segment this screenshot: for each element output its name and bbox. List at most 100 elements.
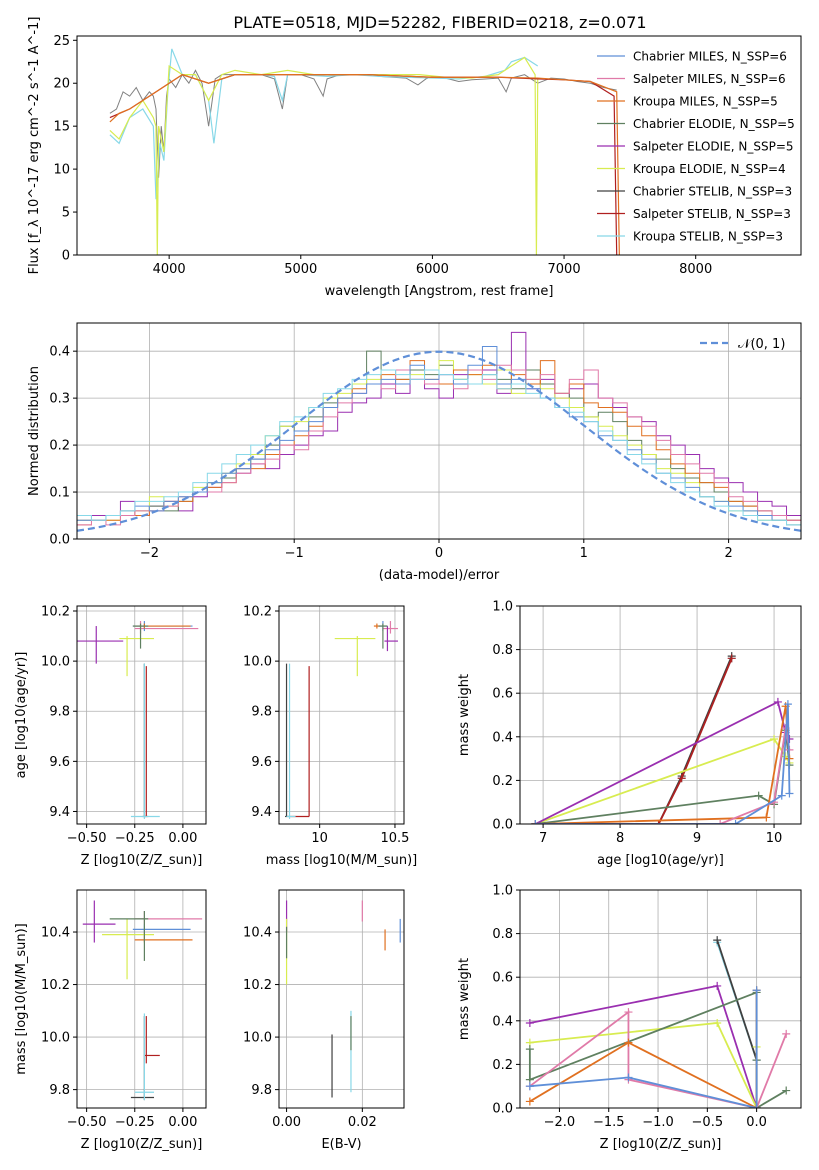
y-tick-label: 20 [53,77,70,92]
y-axis-label: mass weight [457,674,472,756]
axes-frame [76,605,207,825]
x-tick-label: −0.25 [115,831,155,846]
y-tick-label: 0.0 [49,533,70,548]
weight-line [529,990,758,1108]
y-tick-label: 0.8 [492,643,513,658]
x-tick-label: 0.00 [168,831,197,846]
point-marker [727,654,736,663]
y-tick-label: 9.4 [251,805,272,820]
legend: Chabrier MILES, N_SSP=6 Salpeter MILES, N… [597,50,795,244]
point-marker [773,697,782,706]
gaussian-curve [77,350,801,532]
figure-title: PLATE=0518, MJD=52282, FIBERID=0218, z=0… [233,13,646,32]
spectrum-line [109,73,618,255]
histogram-step [77,331,801,521]
y-tick-label: 9.4 [49,805,70,820]
x-tick-label: 0 [435,546,443,561]
point-marker [782,1029,791,1038]
point-marker [525,1045,534,1054]
y-tick-label: 0.0 [492,818,513,833]
panel-mass_vs_z: −0.50 −0.25 0.00 9.8 10.0 10.2 10.4 Z [log10(Z/… [14,889,207,1152]
y-axis-label: mass [log10(M/M_sun)] [14,923,29,1075]
point-marker [770,734,779,743]
legend-entry: Kroupa ELODIE, N_SSP=4 [633,162,786,176]
x-tick-label: 7 [539,831,547,846]
point-marker [624,1073,633,1082]
point-marker [713,936,722,945]
legend-entry: Kroupa STELIB, N_SSP=3 [633,230,783,244]
x-axis-label: wavelength [Angstrom, rest frame] [325,284,554,299]
panel-age_vs_z: −0.50 −0.25 0.00 9.4 9.6 9.8 10.0 10.2 Z [log10(… [14,605,207,868]
x-tick-label: −0.25 [115,1115,155,1130]
weight-line [535,657,733,824]
y-axis-label: Normed distribution [27,366,42,496]
point-marker [785,789,794,798]
legend-entry: Chabrier MILES, N_SSP=6 [633,50,787,64]
y-tick-label: 0 [62,249,70,264]
point-marker [783,700,792,709]
x-tick-label: 8000 [679,262,712,277]
y-tick-label: 9.8 [49,705,70,720]
legend-entry: Salpeter MILES, N_SSP=6 [633,72,786,86]
x-tick-label: −2.0 [544,1115,576,1130]
y-tick-label: 0.4 [492,1014,513,1029]
x-tick-label: 9 [693,831,701,846]
y-tick-label: 10.0 [41,1031,70,1046]
axes-frame [76,889,207,1109]
plot-area-age_vs_mass [285,621,398,819]
y-tick-label: 0.2 [49,439,70,454]
x-tick-label: −0.50 [67,831,107,846]
histogram-step [77,369,801,526]
x-tick-label: 10 [766,831,783,846]
y-tick-label: 10.2 [41,978,70,993]
x-tick-label: −2 [140,546,159,561]
legend-entry: 𝒩(0, 1) [738,337,785,352]
axes-frame [76,35,802,256]
x-tick-label: −0.5 [692,1115,724,1130]
weight-line [535,657,733,824]
y-axis-label: Flux [f_λ 10^-17 erg cm^-2 s^-1 A^-1] [27,17,42,275]
y-tick-label: 10.0 [243,1031,272,1046]
y-tick-label: 0.0 [492,1102,513,1117]
y-tick-label: 1.0 [492,884,513,899]
point-marker [782,1086,791,1095]
y-tick-label: 0.2 [492,774,513,789]
y-tick-label: 0.4 [49,345,70,360]
point-marker [713,1018,722,1027]
x-axis-label: Z [log10(Z/Z_sun)] [600,1137,722,1152]
x-tick-label: −0.50 [67,1115,107,1130]
y-axis-label: mass weight [457,958,472,1040]
x-axis-label: age [log10(age/yr)] [597,853,724,868]
panel-residuals: −2 −1 0 1 2 0.0 0.1 0.2 0.3 0.4 (data-model)/error… [27,322,802,583]
panel-weight_vs_z: −2.0 −1.5 −1.0 −0.5 0.0 0.0 0.2 0.4 0.6 0.8 1.0 Z [… [457,884,802,1152]
x-tick-label: 2 [724,546,732,561]
weight-line [529,990,758,1108]
y-tick-label: 9.6 [49,755,70,770]
y-tick-label: 10 [53,163,70,178]
y-tick-label: 0.1 [49,486,70,501]
y-tick-label: 1.0 [492,600,513,615]
x-axis-label: Z [log10(Z/Z_sun)] [81,853,203,868]
point-marker [752,986,761,995]
plot-area-residuals [77,331,801,532]
point-marker [777,791,786,800]
x-axis-label: mass [log10(M/M_sun)] [266,853,418,868]
x-tick-label: 1 [580,546,588,561]
y-tick-label: 10.2 [243,978,272,993]
plot-area-mass_vs_z [82,900,203,1101]
point-marker [762,813,771,822]
plots-layer: 4000 5000 6000 7000 80000510152025wavelength… [14,17,802,1152]
y-tick-label: 9.6 [251,755,272,770]
x-axis-label: Z [log10(Z/Z_sun)] [81,1137,203,1152]
x-tick-label: 4000 [153,262,186,277]
x-tick-label: 5000 [284,262,317,277]
y-tick-label: 25 [53,34,70,49]
y-tick-label: 10.4 [41,926,70,941]
legend-entry: Salpeter ELODIE, N_SSP=5 [633,140,794,154]
plot-area-mass_vs_ebv [285,900,401,1098]
panel-spectrum: 4000 5000 6000 7000 8000 0 5 10 15 20 25 wavelength… [27,17,802,299]
y-tick-label: 0.8 [492,927,513,942]
x-tick-label: 6000 [416,262,449,277]
point-marker [731,820,740,824]
